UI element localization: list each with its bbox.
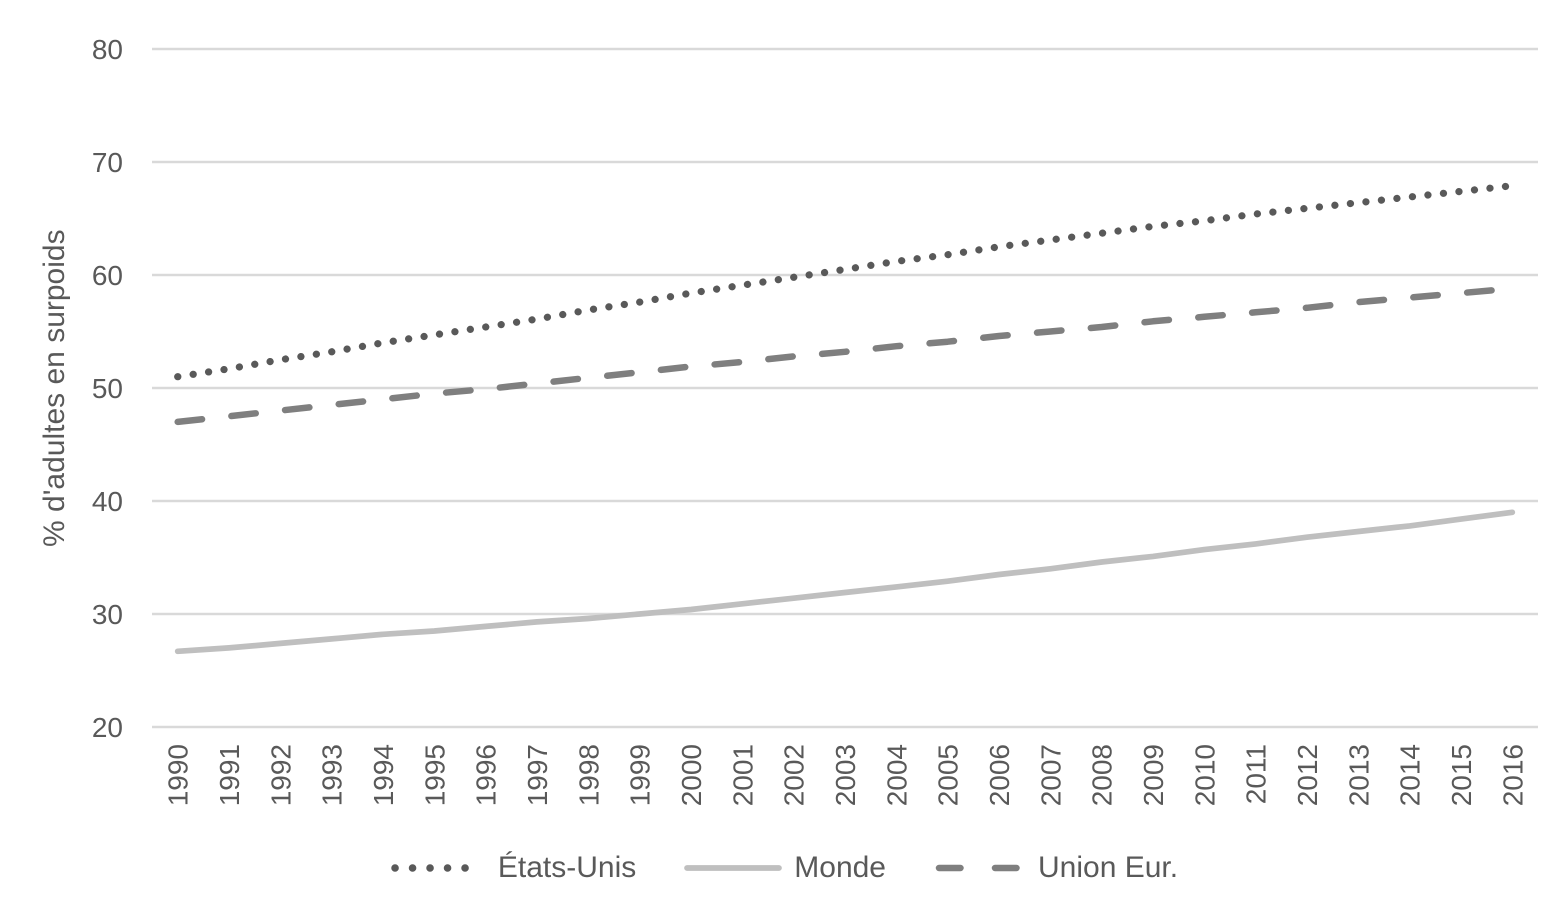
dashed-line-icon: [935, 864, 1025, 872]
x-tick-label: 2013: [1343, 744, 1374, 806]
series-line-1: [174, 509, 1516, 655]
y-tick-label: 30: [92, 599, 123, 630]
legend-label-etats-unis: États-Unis: [497, 851, 637, 884]
x-tick-label: 1997: [522, 744, 553, 806]
x-tick-label: 2010: [1189, 744, 1220, 806]
x-tick-label: 2012: [1292, 744, 1323, 806]
x-tick-label: 2008: [1087, 744, 1118, 806]
x-tick-label: 2006: [984, 744, 1015, 806]
legend-item-union-eur: Union Eur.: [934, 851, 1178, 885]
y-tick-label: 40: [92, 486, 123, 517]
series-line-0: [174, 182, 1516, 381]
y-tick-label: 60: [92, 260, 123, 291]
legend-item-etats-unis: États-Unis: [390, 851, 636, 885]
legend-label-monde: Monde: [794, 851, 886, 884]
legend-item-monde: Monde: [684, 851, 886, 885]
x-tick-label: 1995: [419, 744, 450, 806]
x-tick-label: 2001: [727, 744, 758, 806]
legend-label-union-eur: Union Eur.: [1038, 851, 1179, 884]
y-axis-title: % d'adultes en surpoids: [38, 229, 71, 547]
x-tick-label: 1990: [163, 744, 194, 806]
y-tick-label: 50: [92, 373, 123, 404]
x-tick-label: 2004: [881, 744, 912, 806]
x-tick-label: 2002: [779, 744, 810, 806]
series-line-2: [174, 285, 1516, 426]
x-tick-label: 1996: [471, 744, 502, 806]
x-tick-label: 1994: [368, 744, 399, 806]
dotted-line-icon: [391, 864, 486, 872]
y-tick-label: 70: [92, 147, 123, 178]
x-tick-label: 1998: [573, 744, 604, 806]
x-tick-label: 2015: [1446, 744, 1477, 806]
x-tick-label: 2000: [676, 744, 707, 806]
x-tick-label: 2014: [1395, 744, 1426, 806]
x-tick-label: 2003: [830, 744, 861, 806]
y-tick-label: 80: [92, 34, 123, 65]
x-tick-label: 1999: [625, 744, 656, 806]
y-tick-label: 20: [92, 712, 123, 743]
x-tick-label: 1993: [317, 744, 348, 806]
x-tick-label: 2005: [933, 744, 964, 806]
x-tick-label: 2016: [1497, 744, 1528, 806]
x-tick-label: 2011: [1241, 744, 1272, 804]
x-tick-label: 1991: [214, 744, 245, 806]
x-tick-label: 1992: [265, 744, 296, 806]
solid-line-icon: [684, 865, 783, 871]
x-tick-label: 2007: [1035, 744, 1066, 806]
x-tick-label: 2009: [1138, 744, 1169, 806]
legend: États-Unis Monde Union Eur.: [0, 844, 1568, 892]
